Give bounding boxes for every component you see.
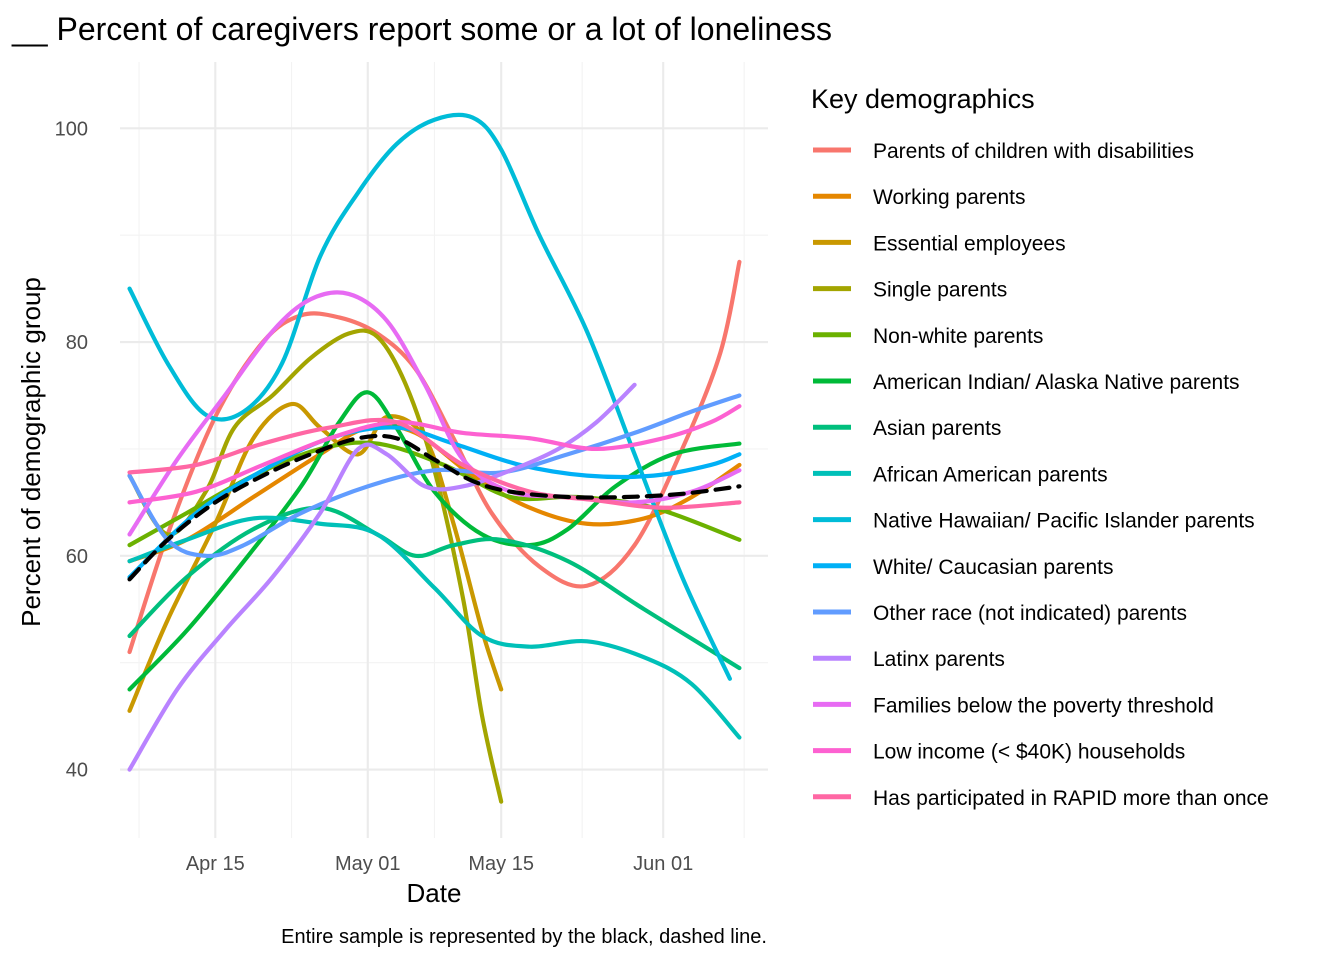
series-line-entire-sample — [127, 433, 742, 582]
x-tick-label: Jun 01 — [633, 853, 693, 875]
series-line-latinx-parents — [127, 382, 637, 772]
legend-label-latinx-parents: Latinx parents — [873, 648, 1005, 671]
y-tick-label: 40 — [66, 760, 88, 782]
series-line-single-parents — [127, 328, 504, 804]
y-axis-tick-labels: 40 60 80 100 — [55, 118, 88, 781]
x-tick-label: May 01 — [335, 853, 401, 875]
chart-caption: Entire sample is represented by the blac… — [281, 926, 767, 948]
series-line-has-participated-in-rapid-more-than-once — [127, 417, 742, 510]
legend-label-native-hawaiian-pacific-islander-parents: Native Hawaiian/ Pacific Islander parent… — [873, 510, 1255, 533]
major-gridlines-x — [214, 62, 665, 838]
x-tick-label: Apr 15 — [186, 853, 245, 875]
legend-label-white-caucasian-parents: White/ Caucasian parents — [873, 556, 1113, 579]
series-line-low-income-40k-households — [127, 404, 742, 505]
major-gridlines-y — [120, 127, 768, 771]
legend-label-parents-of-children-with-disabilities: Parents of children with disabilities — [873, 140, 1194, 163]
chart-title: __ Percent of caregivers report some or … — [11, 11, 832, 47]
legend-items: Parents of children with disabilities Wor… — [813, 140, 1269, 810]
y-tick-label: 60 — [66, 546, 88, 568]
series-line-other-race-not-indicated-parents — [127, 393, 742, 559]
y-tick-label: 100 — [55, 118, 88, 140]
legend-label-families-below-the-poverty-threshold: Families below the poverty threshold — [873, 694, 1214, 717]
legend-label-african-american-parents: African American parents — [873, 463, 1108, 486]
y-axis-title: Percent of demographic group — [16, 277, 46, 627]
series-line-american-indian-alaska-native-parents — [127, 390, 742, 692]
series-line-african-american-parents — [127, 515, 742, 740]
x-axis-tick-labels: Apr 15 May 01 May 15 Jun 01 — [186, 853, 693, 875]
legend-label-other-race-not-indicated-parents: Other race (not indicated) parents — [873, 602, 1187, 625]
y-tick-label: 80 — [66, 332, 88, 354]
legend-label-american-indian-alaska-native-parents: American Indian/ Alaska Native parents — [873, 371, 1240, 394]
legend-label-single-parents: Single parents — [873, 279, 1007, 302]
legend-label-non-white-parents: Non-white parents — [873, 325, 1043, 348]
legend-label-essential-employees: Essential employees — [873, 232, 1066, 255]
legend-title: Key demographics — [811, 84, 1035, 114]
legend-label-asian-parents: Asian parents — [873, 417, 1001, 440]
plot-area — [120, 62, 768, 838]
legend-label-working-parents: Working parents — [873, 186, 1026, 209]
x-axis-title: Date — [407, 878, 462, 908]
series-lines — [127, 112, 742, 804]
legend-label-low-income-40k-households: Low income (< $40K) households — [873, 741, 1185, 764]
series-line-asian-parents — [127, 505, 742, 671]
legend-label-has-participated-in-rapid-more-than-once: Has participated in RAPID more than once — [873, 787, 1269, 810]
x-tick-label: May 15 — [468, 853, 534, 875]
legend: Key demographics Parents of children wit… — [811, 84, 1269, 810]
